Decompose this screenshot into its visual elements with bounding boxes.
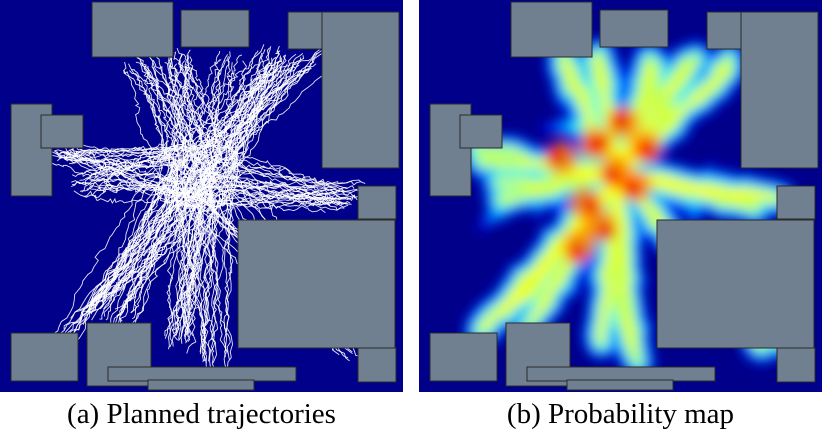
trajectory-line <box>170 69 352 206</box>
obstacle <box>566 379 674 391</box>
trajectory-line <box>54 145 172 334</box>
trajectory-line <box>206 60 281 197</box>
heat-spot <box>588 203 597 212</box>
obstacle <box>10 332 79 382</box>
trajectory-line <box>84 54 229 197</box>
obstacle <box>429 332 498 382</box>
heat-spot <box>599 136 608 145</box>
obstacle-group <box>10 1 400 391</box>
trajectory-line <box>223 54 287 357</box>
obstacle <box>776 347 816 383</box>
trajectory-line <box>110 47 270 332</box>
trajectory-line <box>68 147 178 186</box>
heat-spot <box>574 243 583 252</box>
obstacle <box>357 347 397 383</box>
trajectory-line <box>89 55 281 304</box>
obstacle <box>656 219 815 349</box>
trajectory-line <box>131 53 309 154</box>
trajectory-line <box>184 60 226 336</box>
probability-heatmap <box>419 0 822 392</box>
panel-probability-map <box>419 0 822 392</box>
heat-spot <box>609 167 618 176</box>
obstacle <box>237 219 396 349</box>
trajectory-line <box>164 61 213 202</box>
obstacle <box>776 185 816 220</box>
heat-band <box>595 51 626 177</box>
trajectory-line <box>179 61 273 192</box>
trajectory-line <box>129 70 218 371</box>
trajectory-line <box>77 147 168 341</box>
trajectory-line <box>180 66 260 201</box>
obstacle <box>740 11 819 169</box>
obstacle <box>147 379 255 391</box>
obstacle <box>40 114 84 149</box>
obstacle <box>526 366 716 382</box>
obstacle <box>706 11 742 50</box>
caption-planned-trajectories: (a) Planned trajectories <box>67 398 336 430</box>
trajectory-line <box>184 177 348 337</box>
heat-spot <box>618 119 627 128</box>
trajectory-line <box>209 49 341 201</box>
obstacle <box>91 1 174 58</box>
trajectory-line <box>86 181 184 320</box>
trajectory-line <box>89 66 282 311</box>
obstacle <box>510 1 593 58</box>
heat-band <box>590 55 622 181</box>
heat-spot <box>648 144 657 153</box>
trajectory-line <box>69 64 300 165</box>
trajectory-line <box>121 65 179 314</box>
caption-probability-map: (b) Probability map <box>506 398 735 430</box>
trajectory-line <box>72 152 366 185</box>
heat-band <box>559 61 622 178</box>
obstacle <box>459 114 503 149</box>
obstacle-group <box>429 1 819 391</box>
obstacle <box>107 366 297 382</box>
obstacle <box>180 9 250 48</box>
trajectory-line <box>123 61 338 201</box>
heat-spot <box>602 229 611 238</box>
obstacle <box>287 11 323 50</box>
obstacle <box>321 11 400 169</box>
heat-band <box>477 157 622 179</box>
heat-spot <box>627 186 636 195</box>
heat-band <box>560 49 622 180</box>
trajectory-line <box>79 140 194 336</box>
obstacle <box>599 9 669 48</box>
heat-band <box>609 169 634 350</box>
panel-planned-trajectories <box>0 0 403 392</box>
trajectory-line <box>56 151 188 322</box>
obstacle <box>357 185 397 220</box>
heat-band <box>614 58 689 176</box>
heat-spot <box>551 156 560 165</box>
trajectory-line <box>187 167 337 360</box>
trajectory-plot <box>0 0 403 392</box>
trajectory-line <box>164 176 363 339</box>
trajectory-line <box>139 60 362 190</box>
